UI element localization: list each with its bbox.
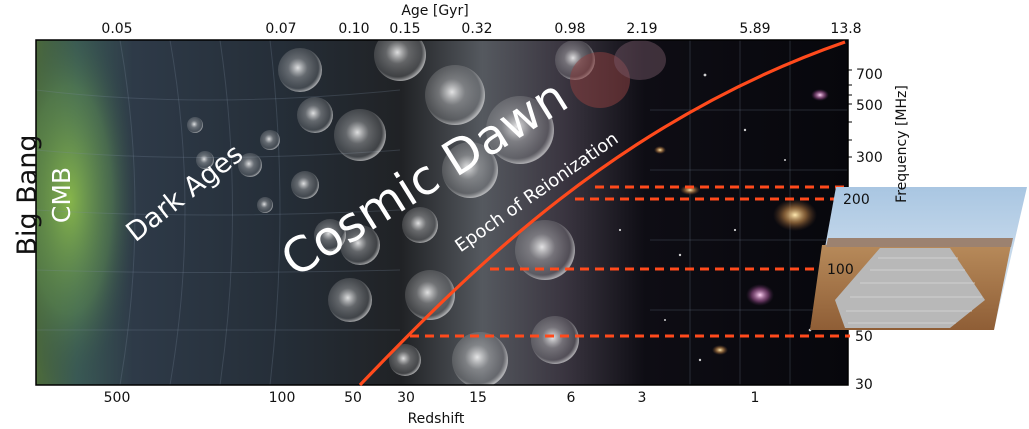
redshift-tick-label: 15	[469, 390, 487, 406]
frequency-axis: 700 500 300 200 100 50 30 Frequency [MHz…	[827, 67, 910, 393]
galaxies	[570, 40, 829, 355]
redshift-tick-label: 1	[751, 390, 760, 406]
redshift-tick-label: 30	[397, 390, 415, 406]
frequency-guides	[410, 185, 850, 338]
age-tick-label: 0.98	[554, 21, 585, 37]
frequency-tick-label: 100	[827, 262, 854, 278]
cosmic-background-image	[36, 40, 848, 385]
age-tick-label: 5.89	[739, 21, 770, 37]
redshift-axis: 500 100 50 30 15 6 3 1 Redshift	[104, 390, 760, 427]
redshift-tick-label: 500	[104, 390, 131, 406]
frequency-tick-label: 30	[855, 377, 873, 393]
redshift-tick-label: 3	[638, 390, 647, 406]
age-tick-label: 0.15	[389, 21, 420, 37]
history-curve	[358, 40, 846, 387]
age-tick-label: 2.19	[626, 21, 657, 37]
age-tick-label: 13.8	[830, 21, 861, 37]
redshift-tick-label: 50	[344, 390, 362, 406]
frequency-tick-label: 200	[843, 192, 870, 208]
age-tick-label: 0.10	[338, 21, 369, 37]
age-tick-label: 0.05	[101, 21, 132, 37]
ionized-bubbles	[187, 40, 595, 385]
frequency-tick-label: 300	[856, 150, 883, 166]
frequency-tick-label: 500	[856, 98, 883, 114]
age-axis-title: Age [Gyr]	[401, 3, 468, 19]
redshift-tick-label: 100	[269, 390, 296, 406]
frequency-axis-title: Frequency [MHz]	[894, 85, 910, 203]
age-tick-label: 0.32	[461, 21, 492, 37]
redshift-tick-label: 6	[567, 390, 576, 406]
cmb-label: CMB	[47, 167, 76, 223]
telescope-array-photo	[810, 187, 1027, 330]
frequency-tick-label: 50	[855, 329, 873, 345]
redshift-axis-title: Redshift	[408, 411, 465, 427]
age-tick-label: 0.07	[265, 21, 296, 37]
big-bang-label: Big Bang	[12, 134, 43, 255]
age-axis: Age [Gyr] 0.05 0.07 0.10 0.15 0.32 0.98 …	[101, 3, 861, 37]
frequency-tick-label: 700	[856, 67, 883, 83]
